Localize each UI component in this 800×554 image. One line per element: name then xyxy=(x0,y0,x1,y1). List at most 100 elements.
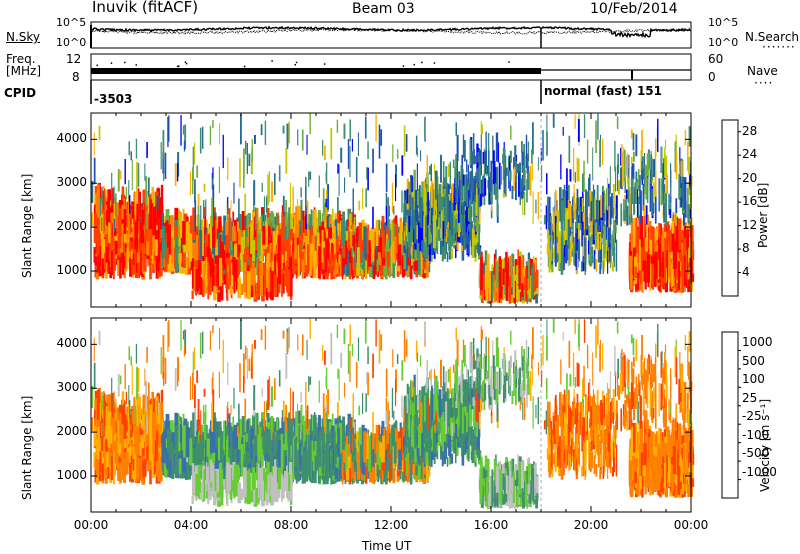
power-cell xyxy=(128,212,132,235)
power-cell xyxy=(614,140,616,172)
power-cell xyxy=(681,176,684,206)
power-cell xyxy=(681,242,684,256)
power-cell xyxy=(578,206,581,231)
power-cell xyxy=(563,249,565,270)
power-cell xyxy=(543,215,546,225)
power-cell xyxy=(478,223,480,246)
power-cell xyxy=(545,205,547,230)
power-cell xyxy=(451,196,454,218)
power-cell xyxy=(664,279,667,290)
power-cell xyxy=(660,178,663,206)
power-cell xyxy=(671,233,675,252)
power-cell xyxy=(605,241,608,262)
power-cell xyxy=(620,203,622,227)
power-cell xyxy=(381,215,385,245)
power-cell xyxy=(442,161,445,187)
velocity-cell xyxy=(137,438,140,457)
power-cell xyxy=(279,274,283,285)
power-cell xyxy=(178,253,182,269)
power-cell xyxy=(176,163,179,182)
power-cell xyxy=(280,228,284,261)
power-cell xyxy=(270,252,272,263)
power-cell xyxy=(607,183,610,209)
power-cell xyxy=(325,198,327,208)
power-cell xyxy=(318,210,321,238)
power-cell xyxy=(542,130,544,161)
power-cell xyxy=(615,239,618,272)
power-cell xyxy=(644,214,646,248)
power-cell xyxy=(520,256,524,284)
power-cell xyxy=(633,205,636,214)
power-cell xyxy=(251,151,253,173)
power-cell xyxy=(134,238,138,273)
power-cell xyxy=(529,165,532,196)
power-cell xyxy=(521,271,524,297)
power-cell xyxy=(484,178,487,196)
velocity-cell xyxy=(139,457,142,481)
power-cell xyxy=(161,226,166,258)
power-cell xyxy=(414,249,417,258)
power-cell xyxy=(126,247,129,270)
power-cell xyxy=(211,236,216,260)
power-cell xyxy=(135,138,138,159)
power-cell xyxy=(630,177,634,205)
power-cell xyxy=(595,200,598,223)
power-cell xyxy=(318,175,320,198)
power-cell xyxy=(557,241,560,254)
power-cell xyxy=(385,163,388,192)
power-cell xyxy=(341,221,343,248)
power-cell xyxy=(405,134,408,152)
power-cell xyxy=(318,246,321,264)
velocity-cell xyxy=(154,434,159,445)
power-cell xyxy=(321,230,324,263)
power-cell xyxy=(129,209,132,219)
power-cell xyxy=(192,239,197,269)
power-cell xyxy=(340,147,343,163)
power-cell xyxy=(211,197,214,227)
power-cell xyxy=(267,174,270,206)
power-cell xyxy=(279,253,283,273)
velocity-cell xyxy=(113,433,117,442)
power-cell xyxy=(667,221,670,252)
power-cell xyxy=(289,182,292,214)
power-cell xyxy=(212,184,215,216)
velocity-cell xyxy=(117,464,120,481)
velocity-cell xyxy=(156,402,161,424)
power-cell xyxy=(392,263,395,279)
power-cell xyxy=(375,231,379,265)
power-cell xyxy=(675,198,678,213)
power-cell xyxy=(671,214,675,246)
power-cell xyxy=(183,140,186,152)
power-cell xyxy=(548,249,551,273)
power-cell xyxy=(228,208,231,242)
power-cell xyxy=(613,219,615,248)
power-cell xyxy=(185,221,190,253)
power-cell xyxy=(347,139,350,169)
velocity-cell xyxy=(96,389,100,420)
power-cell xyxy=(565,240,568,264)
power-cell xyxy=(409,225,412,247)
power-cell xyxy=(220,241,225,271)
power-cell xyxy=(477,152,480,163)
power-cell xyxy=(427,260,431,273)
power-cell xyxy=(664,147,666,178)
power-scatter-layer xyxy=(91,113,695,304)
power-cell xyxy=(613,237,615,253)
power-cell xyxy=(607,238,609,263)
power-cell xyxy=(271,181,273,202)
power-cell xyxy=(508,276,512,304)
power-cell xyxy=(198,238,200,268)
power-cell xyxy=(239,158,241,188)
power-cell xyxy=(278,282,281,294)
velocity-cell xyxy=(123,413,127,439)
power-cell xyxy=(582,235,584,257)
power-cell xyxy=(274,254,277,288)
power-cell xyxy=(432,215,436,249)
power-cell xyxy=(164,152,167,179)
power-cell xyxy=(415,135,418,155)
power-cell xyxy=(294,233,297,260)
power-cell xyxy=(482,281,484,304)
power-cell xyxy=(520,178,523,192)
power-cell xyxy=(294,261,298,271)
power-cell xyxy=(233,259,238,290)
